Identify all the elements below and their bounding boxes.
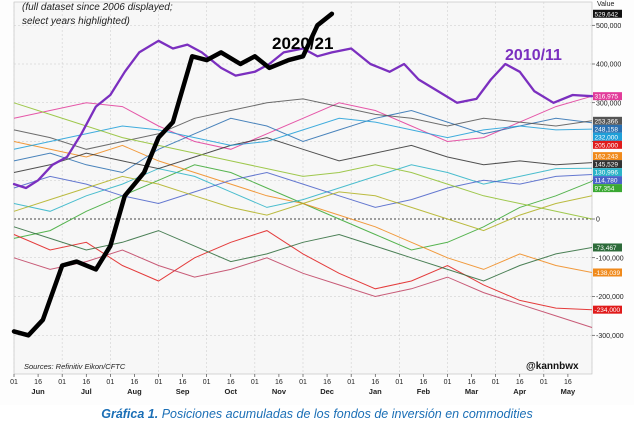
- x-day-label-7: 16: [179, 379, 187, 386]
- x-day-label-2: 01: [58, 379, 66, 386]
- x-day-label-18: 01: [444, 379, 452, 386]
- value-label-box-10: [593, 184, 622, 193]
- value-label-box-11: [593, 243, 622, 252]
- x-day-label-9: 16: [227, 379, 235, 386]
- value-label-12: -138,039: [595, 270, 621, 277]
- value-label-11: -73,467: [595, 245, 617, 252]
- background-series-line-9: [13, 137, 593, 173]
- y-tick-label-0: 500,000: [596, 23, 621, 30]
- value-label-box-7: [593, 160, 622, 169]
- x-month-label-nov: Nov: [272, 387, 287, 396]
- y-tick-label-5: 0: [596, 217, 600, 224]
- x-day-label-12: 01: [299, 379, 307, 386]
- value-label-1: 316,975: [595, 94, 619, 101]
- x-day-label-5: 16: [131, 379, 139, 386]
- y-tick-label-7: -200,000: [596, 294, 624, 301]
- value-label-13: -234,000: [595, 307, 621, 314]
- background-series-line-7: [13, 171, 593, 208]
- value-label-4: 232,000: [595, 134, 619, 141]
- background-series: [13, 95, 593, 328]
- value-label-7: 145,529: [595, 162, 619, 169]
- x-day-label-22: 01: [540, 379, 548, 386]
- chart-note-line-1: (full dataset since 2006 displayed;: [22, 2, 173, 13]
- value-label-box-3: [593, 124, 622, 133]
- label-2010-11: 2010/11: [505, 47, 562, 64]
- value-label-box-12: [593, 268, 622, 277]
- x-month-label-jan: Jan: [369, 387, 382, 396]
- y-tick-label-8: -300,000: [596, 333, 624, 340]
- x-day-label-11: 16: [275, 379, 283, 386]
- x-month-label-aug: Aug: [127, 387, 142, 396]
- x-day-label-0: 01: [10, 379, 18, 386]
- x-day-label-1: 16: [34, 379, 42, 386]
- y-tick-label-2: 300,000: [596, 100, 621, 107]
- x-month-label-dec: Dec: [320, 387, 334, 396]
- x-month-label-may: May: [561, 387, 576, 396]
- x-day-label-23: 16: [564, 379, 572, 386]
- x-day-label-4: 01: [106, 379, 114, 386]
- value-label-6: 162,243: [595, 154, 619, 161]
- background-series-line-5: [13, 230, 593, 311]
- x-month-label-apr: Apr: [513, 387, 526, 396]
- x-month-label-jun: Jun: [31, 387, 45, 396]
- x-day-label-20: 01: [492, 379, 500, 386]
- background-series-line-13: [13, 102, 593, 220]
- x-month-label-mar: Mar: [465, 387, 478, 396]
- value-label-box-6: [593, 152, 622, 161]
- value-label-5: 205,000: [595, 142, 619, 149]
- x-day-label-15: 16: [371, 379, 379, 386]
- value-label-box-2: [593, 116, 622, 125]
- value-label-8: 130,996: [595, 170, 619, 177]
- value-label-box-4: [593, 132, 622, 141]
- y-tick-label-6: -100,000: [596, 255, 624, 262]
- x-day-label-13: 16: [323, 379, 331, 386]
- background-series-line-0: [13, 95, 593, 150]
- value-label-0: 529,642: [595, 11, 619, 18]
- x-month-label-feb: Feb: [417, 387, 431, 396]
- x-day-label-3: 16: [82, 379, 90, 386]
- x-day-label-6: 01: [155, 379, 163, 386]
- value-label-box-9: [593, 176, 622, 185]
- background-series-line-11: [13, 175, 593, 232]
- x-day-label-14: 01: [347, 379, 355, 386]
- value-labels: 529,642 316,975 253,366248,158232,000205,0…: [593, 9, 622, 314]
- series-line-2010-11: [12, 39, 594, 190]
- y-tick-label-1: 400,000: [596, 62, 621, 69]
- background-series-line-4: [13, 98, 593, 150]
- background-series-line-3: [13, 109, 593, 174]
- x-month-label-jul: Jul: [81, 387, 92, 396]
- x-day-label-17: 16: [420, 379, 428, 386]
- caption-text: Posiciones acumuladas de los fondos de i…: [161, 407, 533, 421]
- x-day-label-21: 16: [516, 379, 524, 386]
- value-label-9: 114,780: [595, 178, 618, 185]
- background-series-line-10: [13, 117, 593, 150]
- x-day-label-19: 16: [468, 379, 476, 386]
- value-label-box-0: [593, 9, 622, 18]
- x-day-label-10: 01: [251, 379, 259, 386]
- label-2020-21: 2020/21: [272, 34, 333, 53]
- x-month-label-sep: Sep: [176, 387, 190, 396]
- value-label-box-13: [593, 305, 622, 314]
- value-label-3: 248,158: [595, 126, 619, 133]
- x-axis: 01 16 01 16 01 16 01 16 01 16 01 16 01 16 01 16 01 16 01 16…: [10, 374, 576, 396]
- highlighted-series: [11, 11, 594, 338]
- value-label-box-8: [593, 168, 622, 177]
- value-label-10: 97,354: [595, 186, 615, 193]
- credit-handle: @kannbwx: [526, 361, 579, 372]
- figure-caption: Gráfica 1. Posiciones acumuladas de los …: [0, 407, 634, 421]
- value-label-2: 253,366: [595, 118, 619, 125]
- x-day-label-8: 01: [203, 379, 211, 386]
- series-line-2020-21: [11, 11, 335, 338]
- x-month-label-oct: Oct: [224, 387, 237, 396]
- background-series-line-12: [13, 249, 593, 328]
- value-label-box-1: [593, 92, 622, 101]
- source-note: Sources: Refinitiv Eikon/CFTC: [24, 362, 126, 371]
- chart-note-line-2: select years highlighted): [22, 16, 130, 27]
- y-axis-value-header: Value: [597, 1, 614, 8]
- caption-label: Gráfica 1.: [101, 407, 159, 421]
- value-label-box-5: [593, 140, 622, 149]
- chart: 500,000400,000300,000200,000100,0000-100…: [10, 1, 624, 396]
- x-day-label-16: 01: [395, 379, 403, 386]
